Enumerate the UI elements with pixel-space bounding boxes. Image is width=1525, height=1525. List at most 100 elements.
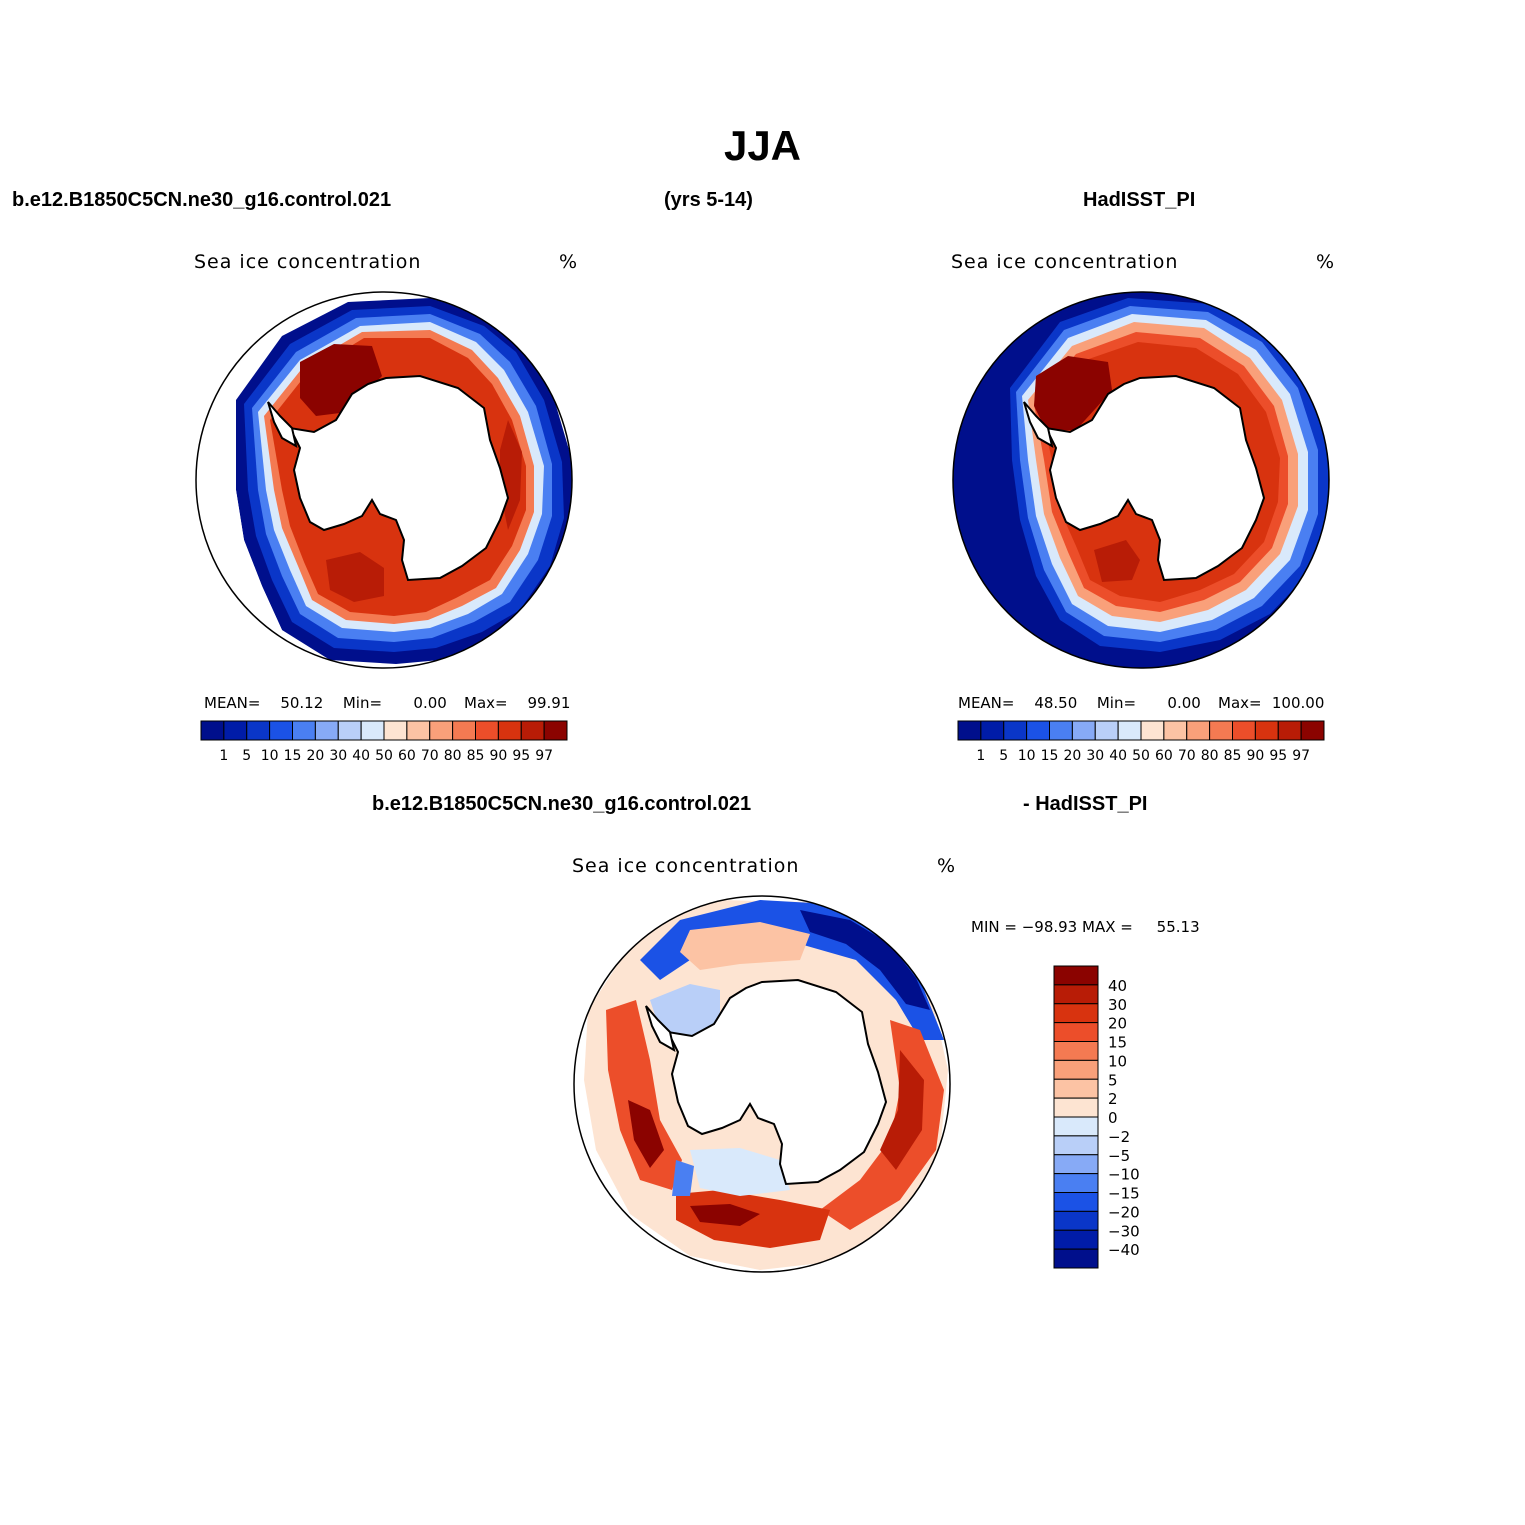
colorbar-tick-label: 30	[329, 748, 347, 764]
colorbar-tick-label: 80	[1201, 748, 1219, 764]
colorbar-box	[1140, 720, 1165, 741]
colorbar-tick-label: 20	[306, 748, 324, 764]
colorbar-tick-label: −40	[1108, 1241, 1140, 1259]
diff-map	[574, 896, 950, 1272]
model-map-border	[195, 291, 573, 669]
colorbar-tick-label: −20	[1108, 1203, 1140, 1221]
colorbar-box	[360, 720, 385, 741]
colorbar-box	[1053, 1041, 1099, 1061]
panel1-variable: Sea ice concentration	[194, 251, 422, 273]
colorbar-box	[292, 720, 316, 741]
colorbar-tick-label: −15	[1108, 1185, 1140, 1203]
colorbar-box	[1163, 720, 1188, 741]
colorbar-box	[1071, 720, 1096, 741]
colorbar-tick-label: 15	[1108, 1034, 1127, 1052]
colorbar-tick-label: 10	[1018, 748, 1036, 764]
colorbar-tick-label: 1	[976, 748, 985, 764]
colorbar-box	[1053, 1154, 1099, 1175]
colorbar-tick-label: 10	[1108, 1052, 1127, 1070]
colorbar-box	[1003, 720, 1028, 741]
colorbar-tick-label: 0	[1108, 1109, 1118, 1127]
colorbar-box	[1053, 1022, 1099, 1042]
colorbar-tick-label: 80	[444, 748, 462, 764]
panel1-units: %	[559, 251, 579, 273]
colorbar-tick-label: 85	[467, 748, 485, 764]
colorbar-box	[520, 720, 545, 741]
panel2-units: %	[1316, 251, 1336, 273]
obs-weddell-max	[1034, 356, 1112, 430]
colorbar-tick-label: 10	[261, 748, 279, 764]
colorbar-tick-label: 95	[512, 748, 530, 764]
colorbar-tick-label: 40	[1109, 748, 1127, 764]
colorbar-tick-label: 60	[398, 748, 416, 764]
colorbar-box	[1053, 965, 1099, 986]
panel2-stats: MEAN= 48.50 Min= 0.00 Max= 100.00	[958, 694, 1325, 712]
diff-positive-band-west	[606, 1000, 682, 1190]
obs-name: HadISST_PI	[1083, 189, 1196, 211]
colorbar-box	[1117, 720, 1142, 741]
colorbar-tick-label: 2	[1108, 1090, 1118, 1108]
colorbar-tick-label: −2	[1108, 1128, 1130, 1146]
years-label: (yrs 5-14)	[664, 189, 753, 211]
colorbar-tick-label: −5	[1108, 1147, 1130, 1165]
colorbar-box	[1277, 720, 1302, 741]
colorbar-tick-label: −30	[1108, 1222, 1140, 1240]
colorbar-box	[1053, 1059, 1099, 1080]
colorbar-box	[406, 720, 431, 741]
colorbar-box	[1254, 720, 1279, 741]
colorbar-box	[1053, 1248, 1099, 1269]
colorbar-tick-label: 50	[1132, 748, 1150, 764]
colorbar-tick-label: −10	[1108, 1166, 1140, 1184]
colorbar-box	[1053, 1116, 1099, 1137]
colorbar-box	[1209, 720, 1233, 741]
colorbar-tick-label: 97	[535, 748, 553, 764]
panel3-variable: Sea ice concentration	[572, 855, 800, 877]
colorbar-tick-label: 60	[1155, 748, 1173, 764]
colorbar-tick-label: 15	[1041, 748, 1059, 764]
colorbar-tick-label: 20	[1108, 1015, 1127, 1033]
colorbar-box	[269, 720, 293, 741]
diff-map-border	[573, 895, 951, 1273]
colorbar-box	[1053, 1078, 1099, 1099]
colorbar-tick-label: 1	[219, 748, 228, 764]
colorbar-tick-label: 30	[1108, 996, 1127, 1014]
colorbar-box	[1053, 1173, 1099, 1193]
obs-map	[953, 292, 1329, 668]
colorbar-tick-label: 5	[242, 748, 251, 764]
colorbar-box	[1053, 984, 1099, 1005]
colorbar-tick-label: 97	[1292, 748, 1310, 764]
colorbar-tick-label: 85	[1224, 748, 1242, 764]
colorbar-box	[1300, 720, 1325, 741]
colorbar-box	[452, 720, 476, 741]
panel1-stats: MEAN= 50.12 Min= 0.00 Max= 99.91	[204, 694, 571, 712]
colorbar-tick-label: 70	[1178, 748, 1196, 764]
model-weddell-max	[300, 344, 382, 416]
diff-antarctica	[666, 978, 888, 1186]
panel1-colorbar: 1 5 10 15 20 30 40 50 60 70 80 85 90 95 97	[200, 720, 568, 764]
colorbar-tick-label: 95	[1269, 748, 1287, 764]
colorbar-box	[200, 720, 225, 741]
colorbar-box	[957, 720, 982, 741]
colorbar-tick-label: 20	[1063, 748, 1081, 764]
colorbar-box	[543, 720, 568, 741]
diff-obs-name: - HadISST_PI	[1023, 793, 1148, 815]
colorbar-tick-label: 40	[352, 748, 370, 764]
model-map	[196, 292, 572, 668]
colorbar-box	[497, 720, 522, 741]
colorbar-tick-label: 50	[375, 748, 393, 764]
case-name: b.e12.B1850C5CN.ne30_g16.control.021	[12, 189, 392, 211]
colorbar-tick-label: 40	[1108, 977, 1127, 995]
colorbar-box	[1053, 1135, 1099, 1156]
colorbar-box	[246, 720, 271, 741]
colorbar-tick-label: 90	[489, 748, 507, 764]
colorbar-tick-label: 90	[1246, 748, 1264, 764]
diff-case-name: b.e12.B1850C5CN.ne30_g16.control.021	[372, 793, 752, 815]
colorbar-box	[1186, 720, 1211, 741]
colorbar-box	[1053, 1097, 1099, 1118]
colorbar-tick-label: 30	[1086, 748, 1104, 764]
colorbar-box	[980, 720, 1005, 741]
colorbar-box	[383, 720, 408, 741]
